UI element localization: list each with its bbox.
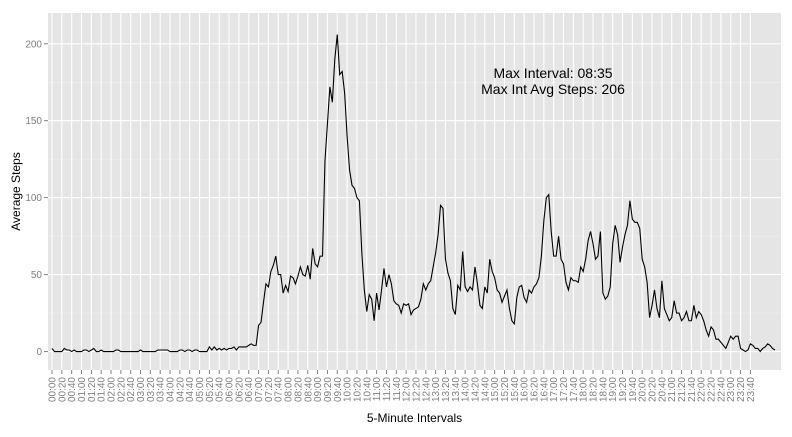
x-tick-label: 09:40 <box>333 377 344 402</box>
x-tick-label: 17:20 <box>559 377 570 402</box>
y-tick-label: 100 <box>25 193 42 204</box>
x-tick-label: 04:40 <box>185 377 196 402</box>
x-tick-label: 18:20 <box>589 377 600 402</box>
x-tick-label: 05:40 <box>215 377 226 402</box>
x-tick-label: 00:20 <box>57 377 68 402</box>
x-tick-label: 07:40 <box>274 377 285 402</box>
x-axis-ticks: 00:0000:2000:4001:0001:2001:4002:0002:20… <box>48 370 757 402</box>
x-tick-label: 23:20 <box>736 377 747 402</box>
x-tick-label: 19:00 <box>608 377 619 402</box>
x-tick-label: 20:20 <box>648 377 659 402</box>
x-tick-label: 03:20 <box>146 377 157 402</box>
x-tick-label: 16:00 <box>520 377 531 402</box>
max-steps-annotation: Max Int Avg Steps: 206 <box>481 81 625 97</box>
x-tick-label: 22:00 <box>697 377 708 402</box>
x-tick-label: 12:40 <box>421 377 432 402</box>
x-tick-label: 22:20 <box>707 377 718 402</box>
x-tick-label: 04:00 <box>166 377 177 402</box>
y-tick-label: 150 <box>25 116 42 127</box>
x-tick-label: 15:00 <box>490 377 501 402</box>
x-tick-label: 00:40 <box>67 377 78 402</box>
x-tick-label: 09:20 <box>323 377 334 402</box>
grid-lines <box>48 13 781 370</box>
x-tick-label: 05:00 <box>195 377 206 402</box>
x-tick-label: 16:40 <box>539 377 550 402</box>
x-tick-label: 03:00 <box>136 377 147 402</box>
x-tick-label: 13:00 <box>431 377 442 402</box>
x-tick-label: 00:00 <box>48 377 59 402</box>
x-tick-label: 21:00 <box>667 377 678 402</box>
x-tick-label: 02:00 <box>107 377 118 402</box>
x-tick-label: 17:40 <box>569 377 580 402</box>
x-tick-label: 23:00 <box>726 377 737 402</box>
x-tick-label: 22:40 <box>716 377 727 402</box>
x-tick-label: 13:40 <box>451 377 462 402</box>
x-tick-label: 19:20 <box>618 377 629 402</box>
x-tick-label: 02:40 <box>126 377 137 402</box>
x-tick-label: 07:00 <box>254 377 265 402</box>
x-tick-label: 21:40 <box>687 377 698 402</box>
x-tick-label: 20:40 <box>657 377 668 402</box>
x-tick-label: 11:40 <box>392 377 403 402</box>
x-tick-label: 13:20 <box>441 377 452 402</box>
x-tick-label: 06:20 <box>234 377 245 402</box>
x-axis-title: 5-Minute Intervals <box>367 411 462 425</box>
x-tick-label: 10:40 <box>362 377 373 402</box>
x-tick-label: 15:40 <box>510 377 521 402</box>
x-tick-label: 08:40 <box>303 377 314 402</box>
x-tick-label: 12:00 <box>402 377 413 402</box>
plot-background <box>48 13 781 370</box>
x-tick-label: 14:20 <box>470 377 481 402</box>
x-tick-label: 19:40 <box>628 377 639 402</box>
x-tick-label: 01:40 <box>97 377 108 402</box>
x-tick-label: 20:00 <box>638 377 649 402</box>
x-tick-label: 09:00 <box>313 377 324 402</box>
x-tick-label: 16:20 <box>530 377 541 402</box>
x-tick-label: 06:40 <box>244 377 255 402</box>
x-tick-label: 11:20 <box>382 377 393 402</box>
x-tick-label: 08:20 <box>293 377 304 402</box>
x-tick-label: 02:20 <box>116 377 127 402</box>
x-tick-label: 07:20 <box>264 377 275 402</box>
y-axis-title: Average Steps <box>9 152 23 231</box>
x-tick-label: 14:00 <box>461 377 472 402</box>
x-tick-label: 18:40 <box>598 377 609 402</box>
x-tick-label: 03:40 <box>156 377 167 402</box>
x-tick-label: 04:20 <box>175 377 186 402</box>
x-tick-label: 23:40 <box>746 377 757 402</box>
x-tick-label: 10:00 <box>343 377 354 402</box>
x-tick-label: 14:40 <box>480 377 491 402</box>
x-tick-label: 08:00 <box>284 377 295 402</box>
series-line <box>51 34 776 353</box>
y-tick-label: 50 <box>31 270 43 281</box>
x-tick-label: 05:20 <box>205 377 216 402</box>
max-interval-annotation: Max Interval: 08:35 <box>493 65 612 81</box>
y-tick-label: 0 <box>36 347 42 358</box>
x-tick-label: 21:20 <box>677 377 688 402</box>
x-tick-label: 10:20 <box>352 377 363 402</box>
x-tick-label: 17:00 <box>549 377 560 402</box>
y-tick-label: 200 <box>25 39 42 50</box>
x-tick-label: 12:20 <box>411 377 422 402</box>
x-tick-label: 06:00 <box>225 377 236 402</box>
y-axis-ticks: 0 50 100 150 200 <box>25 39 48 358</box>
x-tick-label: 15:20 <box>500 377 511 402</box>
x-tick-label: 01:20 <box>87 377 98 402</box>
x-tick-label: 18:00 <box>579 377 590 402</box>
x-tick-label: 11:00 <box>372 377 383 402</box>
x-tick-label: 01:00 <box>77 377 88 402</box>
